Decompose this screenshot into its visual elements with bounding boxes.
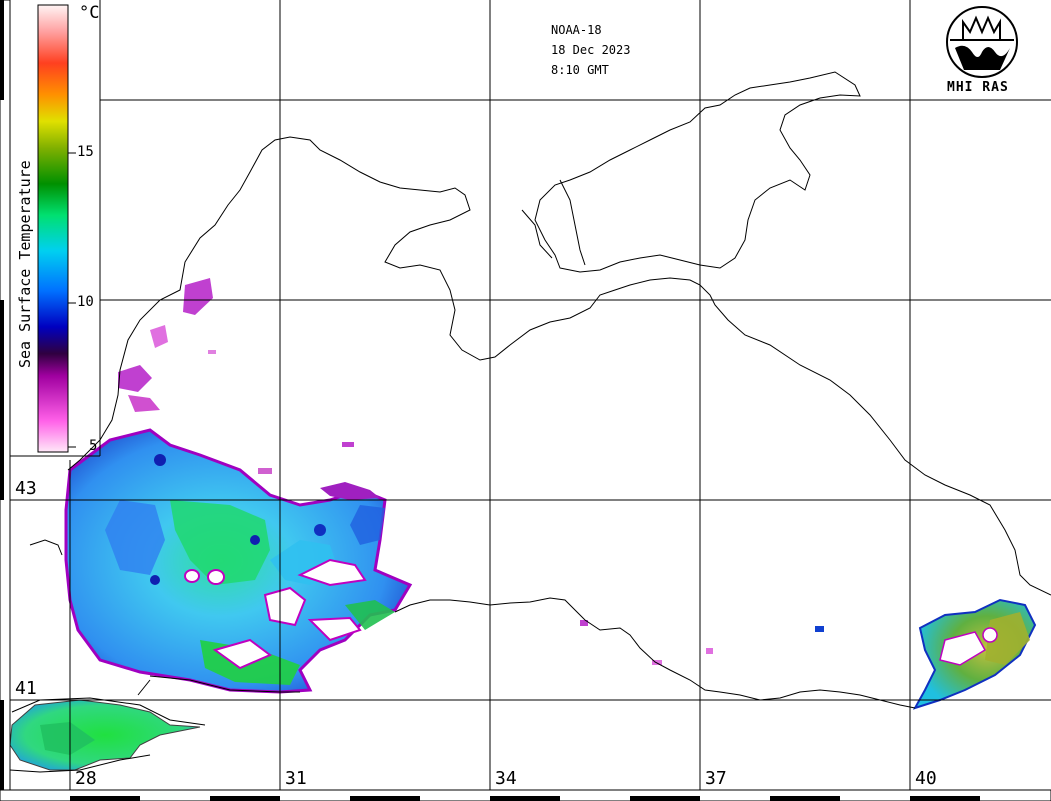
lon-label-40: 40 <box>915 768 937 789</box>
sst-data-fragments <box>208 350 824 665</box>
lon-label-28: 28 <box>75 768 97 789</box>
colorbar-unit: °C <box>79 3 100 23</box>
colorbar-tick-15: 15 <box>77 144 94 160</box>
colorbar-tick-10: 10 <box>77 294 94 310</box>
acquisition-date: 18 Dec 2023 <box>551 43 631 57</box>
logo-label: MHI RAS <box>947 80 1009 95</box>
sst-data-west <box>64 278 413 694</box>
sst-data-marmara <box>9 699 201 771</box>
ruler-bottom <box>0 789 1051 801</box>
colorbar-tick-5: 5 <box>89 438 98 454</box>
ruler-left <box>0 0 11 791</box>
graticule <box>10 0 1051 790</box>
lon-label-31: 31 <box>285 768 307 789</box>
acquisition-time: 8:10 GMT <box>551 63 609 77</box>
lon-label-34: 34 <box>495 768 517 789</box>
colorbar-title: Sea Surface Temperature <box>16 160 34 368</box>
sst-data-east <box>912 598 1037 710</box>
lat-label-43: 43 <box>15 478 37 499</box>
lat-label-41: 41 <box>15 678 37 699</box>
mhi-ras-logo-icon <box>946 6 1018 78</box>
colorbar <box>37 4 76 453</box>
lon-label-37: 37 <box>705 768 727 789</box>
satellite-name: NOAA-18 <box>551 23 602 37</box>
